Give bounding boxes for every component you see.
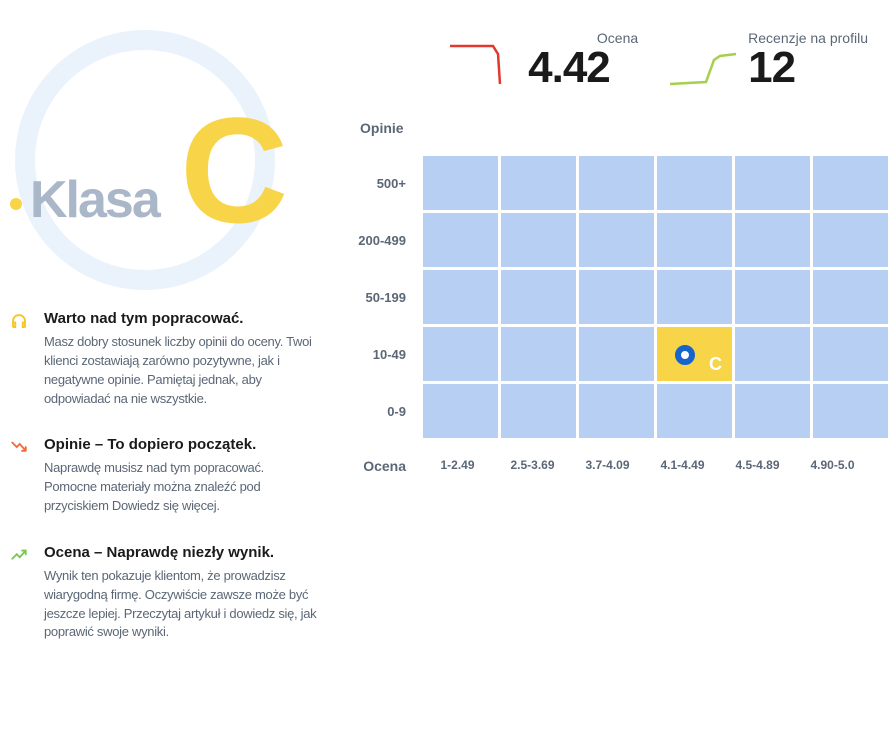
heatmap-col-label: 2.5-3.69 [495,458,570,474]
heatmap-cell [501,213,576,267]
tip-text: Wynik ten pokazuje klientom, że prowadzi… [44,567,320,642]
badge-letter: C [180,95,280,245]
metric-rating: Ocena 4.42 [448,30,638,90]
heatmap-cell [735,213,810,267]
heatmap-cell [579,384,654,438]
heatmap-cell [657,156,732,210]
heatmap-row-label: 0-9 [340,404,420,419]
tip-title: Ocena – Naprawdę niezły wynik. [44,544,320,561]
heatmap-cell [501,156,576,210]
heatmap-cell [423,327,498,381]
heatmap-cell: C [657,327,732,381]
heatmap-cell [657,213,732,267]
heatmap-cell [423,384,498,438]
heatmap-cell [813,384,888,438]
heatmap-row-label: 50-199 [340,290,420,305]
heatmap-cell [735,384,810,438]
heatmap-cell [579,327,654,381]
heatmap-col-label: 4.1-4.49 [645,458,720,474]
headphones-icon [10,310,28,408]
heatmap-x-title: Ocena [340,458,420,474]
tip-item: Ocena – Naprawdę niezły wynik. Wynik ten… [10,544,320,642]
tip-title: Opinie – To dopiero początek. [44,436,320,453]
heatmap-cell [501,270,576,324]
heatmap-cell [735,156,810,210]
heatmap-cell [423,156,498,210]
heatmap-cell [735,327,810,381]
metric-value: 4.42 [528,46,638,90]
heatmap-cell [657,384,732,438]
heatmap-cell [813,327,888,381]
heatmap: Opinie 500+ 200-499 50-199 10-49 C 0-9 Ocena1… [340,120,888,474]
heatmap-cell [423,213,498,267]
class-badge: Klasa C [10,30,320,270]
heatmap-row-label: 200-499 [340,233,420,248]
heatmap-col-label: 4.90-5.0 [795,458,870,474]
heatmap-col-label: 1-2.49 [420,458,495,474]
heatmap-cell [579,156,654,210]
heatmap-cell [813,156,888,210]
tip-text: Naprawdę musisz nad tym popracować. Pomo… [44,459,320,516]
heatmap-cell [657,270,732,324]
heatmap-row-label: 10-49 [340,347,420,362]
heatmap-col-label: 3.7-4.09 [570,458,645,474]
heatmap-cell [501,327,576,381]
trend-up-icon [10,544,28,642]
metric-value: 12 [748,46,868,90]
heatmap-cell [813,213,888,267]
badge-dot [10,198,22,210]
badge-label: Klasa [30,170,159,230]
tip-item: Warto nad tym popracować. Masz dobry sto… [10,310,320,408]
heatmap-marker [675,345,695,365]
heatmap-cell [579,213,654,267]
metrics-row: Ocena 4.42 Recenzje na profilu 12 [340,30,888,90]
heatmap-marker-letter: C [709,354,722,375]
heatmap-row-label: 500+ [340,176,420,191]
reviews-sparkline [668,40,738,90]
trend-down-icon [10,436,28,516]
heatmap-cell [501,384,576,438]
heatmap-cell [579,270,654,324]
rating-sparkline [448,40,518,90]
tip-text: Masz dobry stosunek liczby opinii do oce… [44,333,320,408]
tips-list: Warto nad tym popracować. Masz dobry sto… [10,310,320,642]
metric-reviews: Recenzje na profilu 12 [668,30,868,90]
heatmap-cell [423,270,498,324]
heatmap-y-title: Opinie [360,120,888,136]
heatmap-col-label: 4.5-4.89 [720,458,795,474]
tip-item: Opinie – To dopiero początek. Naprawdę m… [10,436,320,516]
heatmap-cell [813,270,888,324]
heatmap-cell [735,270,810,324]
tip-title: Warto nad tym popracować. [44,310,320,327]
